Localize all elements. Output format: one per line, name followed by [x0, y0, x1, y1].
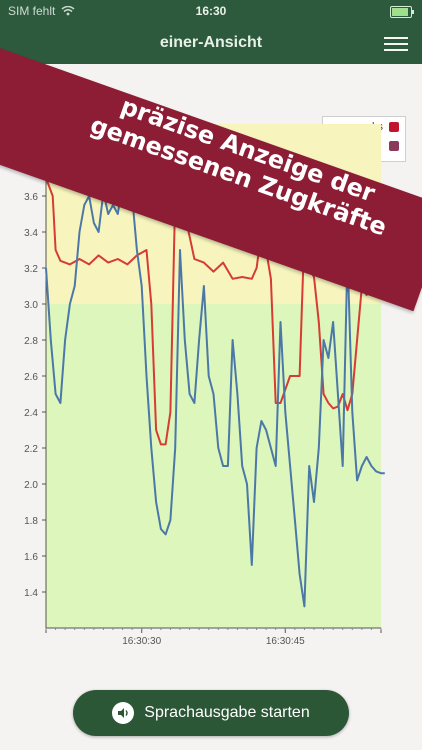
y-tick-label: 3.4 [24, 228, 38, 239]
y-tick-label: 1.4 [24, 588, 38, 599]
y-tick-label: 2.8 [24, 336, 38, 347]
y-tick-label: 3.6 [24, 192, 38, 203]
legend-swatch [389, 122, 399, 132]
y-tick-label: 3.0 [24, 300, 38, 311]
battery-icon [390, 6, 414, 18]
x-tick-label: 16:30:30 [122, 636, 161, 647]
y-tick-label: 2.0 [24, 480, 38, 491]
y-tick-label: 3.2 [24, 264, 38, 275]
y-tick-label: 2.6 [24, 372, 38, 383]
legend-swatch [389, 141, 399, 151]
speech-output-label: Sprachausgabe starten [144, 704, 310, 721]
wifi-icon [61, 6, 75, 16]
carrier-status: SIM fehlt [8, 4, 75, 18]
speech-output-button[interactable]: Sprachausgabe starten [73, 690, 349, 736]
hamburger-icon[interactable] [384, 35, 408, 53]
threshold-band [46, 304, 381, 628]
x-tick-label: 16:30:45 [266, 636, 305, 647]
carrier-label: SIM fehlt [8, 4, 56, 18]
navigation-bar: einer-Ansicht [0, 24, 422, 64]
series-line [45, 177, 384, 446]
page-title: einer-Ansicht [159, 34, 263, 51]
status-bar: SIM fehlt 16:30 [0, 0, 422, 24]
y-tick-label: 2.4 [24, 408, 38, 419]
y-tick-label: 2.2 [24, 444, 38, 455]
speaker-icon [112, 702, 135, 724]
y-tick-label: 1.8 [24, 516, 38, 527]
clock: 16:30 [195, 4, 227, 18]
legend-item [383, 141, 399, 151]
y-tick-label: 1.6 [24, 552, 38, 563]
